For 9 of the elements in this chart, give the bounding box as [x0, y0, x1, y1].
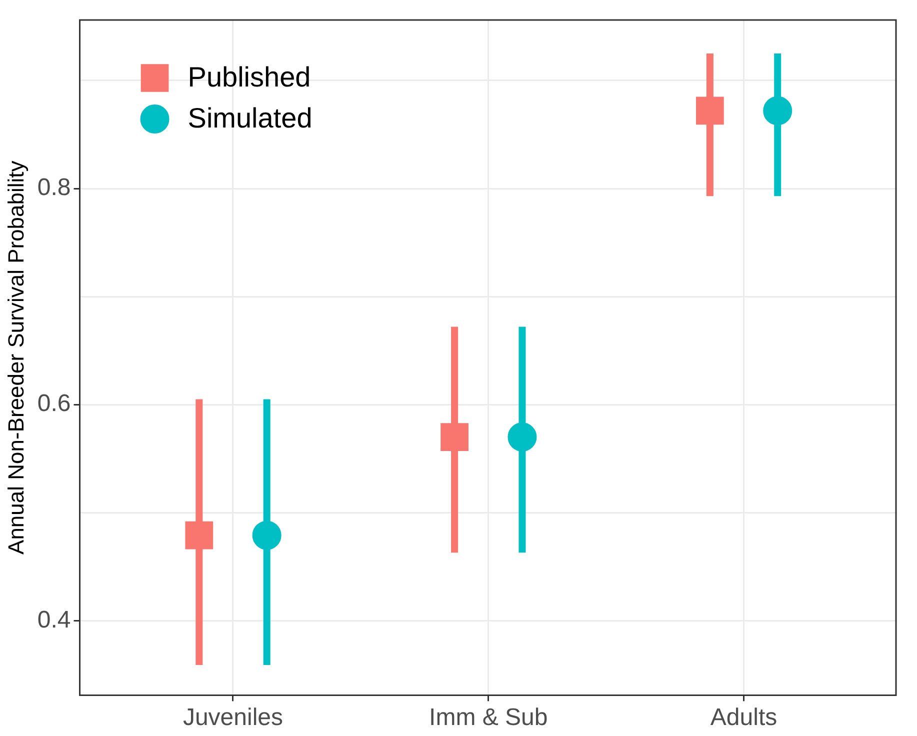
y-tick-label: 0.4 [37, 606, 71, 634]
legend-label: Published [188, 62, 311, 93]
legend-label: Simulated [188, 102, 312, 134]
x-tick-label: Imm & Sub [429, 704, 548, 732]
y-tick-label: 0.8 [37, 174, 71, 202]
x-tick-label: Juveniles [182, 704, 284, 732]
y-tick-label: 0.6 [37, 390, 71, 418]
y-axis-title: Annual Non-Breeder Survival Probability [3, 160, 28, 554]
x-tick-label: Adults [710, 704, 778, 732]
